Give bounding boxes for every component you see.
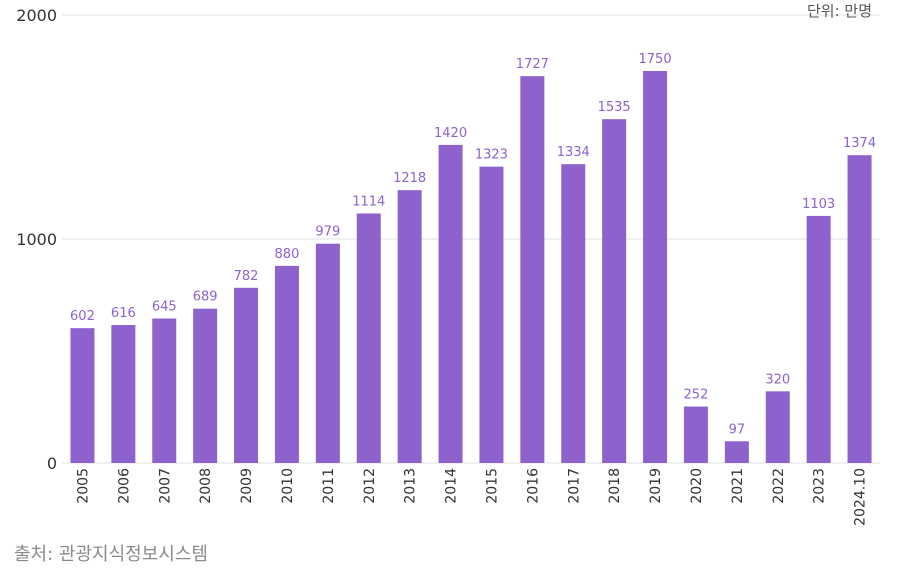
gridlines <box>62 14 880 464</box>
x-tick-label: 2014 <box>444 468 460 504</box>
value-label: 97 <box>729 422 746 437</box>
value-label: 645 <box>152 300 177 315</box>
value-label: 1103 <box>802 197 835 212</box>
value-label: 1334 <box>557 145 590 160</box>
bar <box>561 164 586 463</box>
value-label: 880 <box>275 247 300 262</box>
bar <box>520 76 545 463</box>
y-tick-label: 0 <box>47 454 57 473</box>
bar <box>683 406 708 463</box>
x-tick-label: 2010 <box>280 468 296 504</box>
bar <box>479 166 504 463</box>
value-label: 1114 <box>352 194 385 209</box>
x-tick-label: 2005 <box>75 468 91 504</box>
bar <box>643 71 668 463</box>
source-caption: 출처: 관광지식정보시스템 <box>14 544 208 565</box>
bar <box>315 243 340 463</box>
value-label: 252 <box>684 388 709 403</box>
bar <box>724 441 749 463</box>
x-tick-label: 2012 <box>362 468 378 504</box>
bar <box>438 144 463 464</box>
value-label: 1420 <box>434 126 467 141</box>
y-axis-ticks: 0 1000 2000 <box>16 6 57 473</box>
x-tick-label: 2007 <box>157 468 173 504</box>
value-label: 1727 <box>516 57 549 72</box>
x-tick-label: 2008 <box>198 468 214 504</box>
bar <box>397 190 422 463</box>
value-label: 1750 <box>639 52 672 67</box>
x-tick-label: 2015 <box>484 468 500 504</box>
x-tick-label: 2016 <box>525 468 541 504</box>
x-tick-label: 2011 <box>321 468 337 504</box>
bars <box>70 71 872 464</box>
bar <box>111 325 136 463</box>
x-tick-label: 2020 <box>689 468 705 504</box>
y-tick-label: 1000 <box>16 230 57 249</box>
x-axis-ticks: 2005 2006 2007 2008 2009 2010 2011 2012 2013 2014… <box>75 468 868 526</box>
value-label: 1218 <box>393 171 426 186</box>
value-label: 320 <box>765 372 790 387</box>
x-tick-label: 2021 <box>730 468 746 504</box>
unit-label: 단위: 만명 <box>806 2 872 20</box>
x-tick-label: 2019 <box>648 468 664 504</box>
value-label: 602 <box>70 309 95 324</box>
value-labels: 602 616 645 689 782 880 979 1114 1218 1420 1323 172… <box>70 52 876 437</box>
x-tick-label: 2024.10 <box>853 468 869 526</box>
x-tick-label: 2023 <box>812 468 828 504</box>
bar <box>356 213 381 463</box>
bar <box>193 308 218 463</box>
value-label: 689 <box>193 290 218 305</box>
bar <box>274 265 299 463</box>
bar <box>152 318 177 463</box>
value-label: 1535 <box>598 100 631 115</box>
x-tick-label: 2009 <box>239 468 255 504</box>
value-label: 1323 <box>475 148 508 163</box>
x-tick-label: 2013 <box>403 468 419 504</box>
value-label: 979 <box>315 225 340 240</box>
bar <box>765 391 790 463</box>
value-label: 782 <box>234 269 259 284</box>
x-tick-label: 2017 <box>566 468 582 504</box>
x-tick-label: 2006 <box>116 468 132 504</box>
y-tick-label: 2000 <box>16 6 57 25</box>
x-tick-label: 2022 <box>771 468 787 504</box>
bar <box>602 119 627 463</box>
bar <box>70 328 95 463</box>
bar <box>806 215 831 463</box>
value-label: 616 <box>111 306 136 321</box>
x-tick-label: 2018 <box>607 468 623 504</box>
value-label: 1374 <box>843 136 876 151</box>
bar <box>234 287 259 463</box>
bar <box>847 155 872 463</box>
